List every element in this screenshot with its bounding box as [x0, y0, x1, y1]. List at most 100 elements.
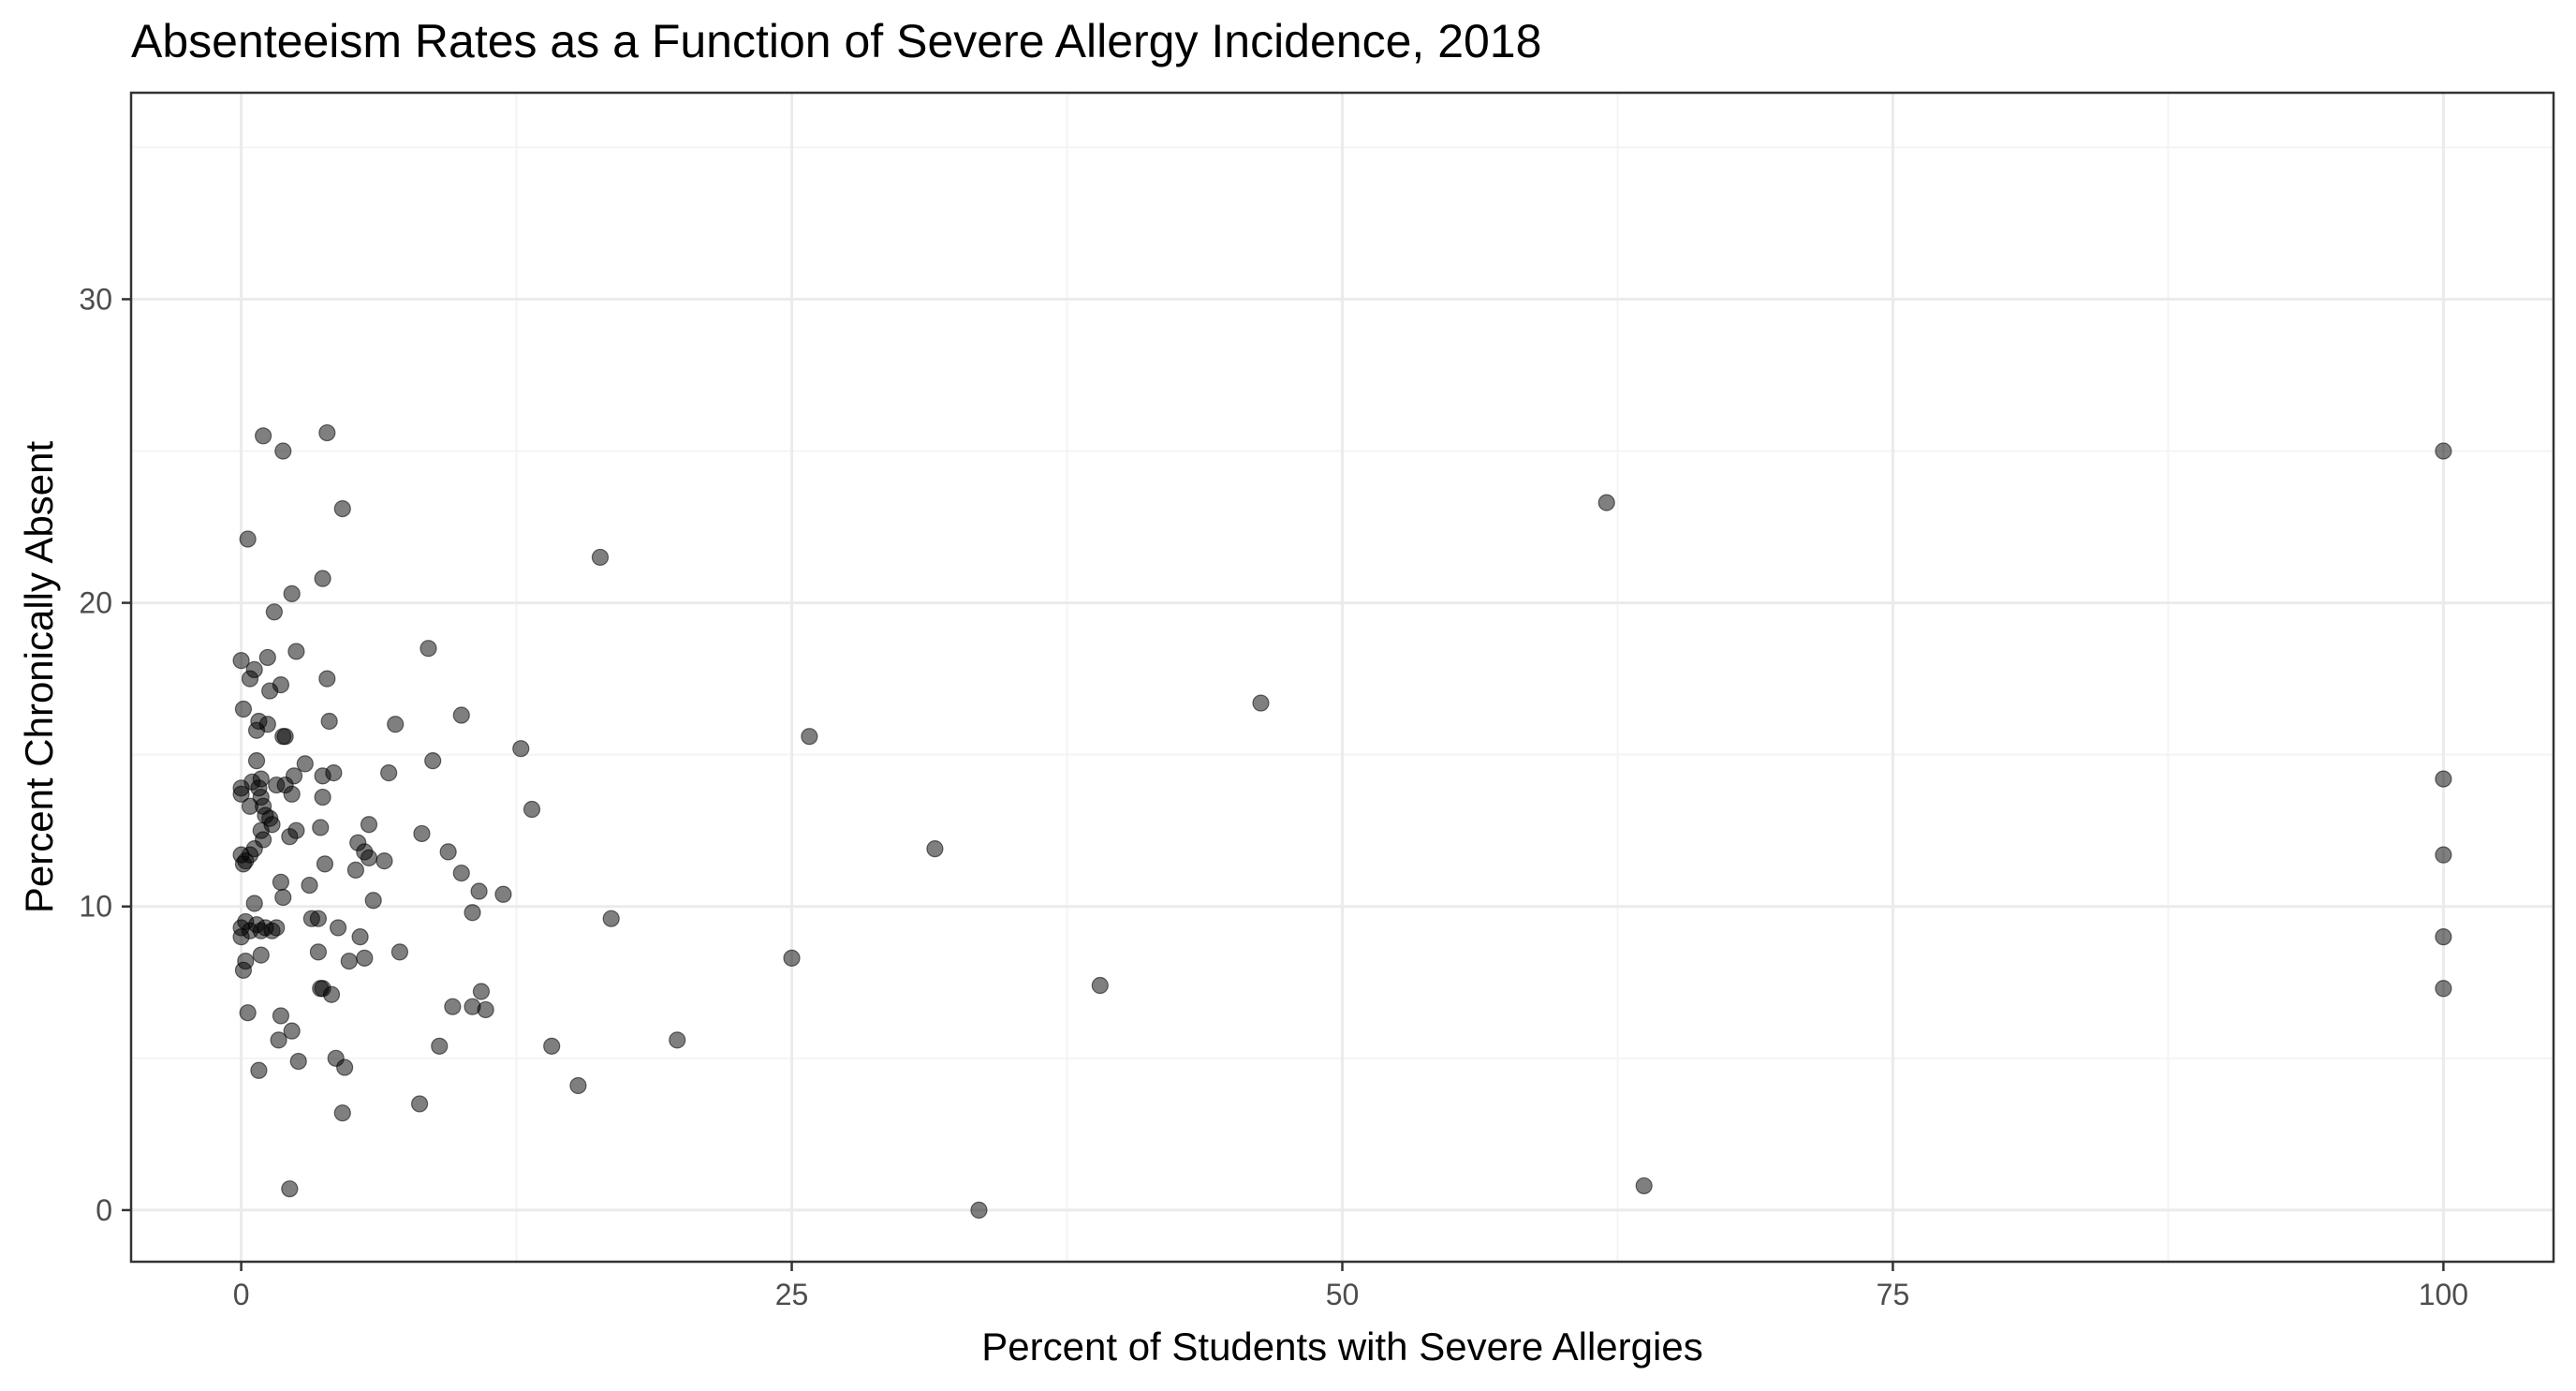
data-point — [322, 985, 341, 1003]
data-point — [283, 1022, 301, 1040]
data-point — [296, 755, 314, 773]
data-point — [464, 904, 481, 922]
x-tick-label: 100 — [2419, 1278, 2468, 1311]
data-point — [1597, 494, 1615, 511]
data-point — [364, 892, 382, 910]
data-point — [783, 949, 801, 967]
data-point — [472, 983, 491, 1000]
data-point — [272, 873, 290, 891]
data-point — [318, 423, 336, 442]
data-point — [2435, 846, 2452, 864]
data-point — [349, 834, 367, 851]
data-point — [234, 700, 253, 718]
data-point — [320, 712, 338, 731]
x-tick-label: 75 — [1877, 1278, 1910, 1311]
data-point — [239, 530, 257, 548]
data-point — [360, 816, 378, 834]
data-point — [926, 840, 944, 858]
data-point — [356, 949, 374, 967]
x-tick-label: 50 — [1326, 1278, 1360, 1311]
data-point — [329, 919, 347, 937]
data-point — [2435, 442, 2452, 460]
data-point — [312, 819, 330, 836]
data-point — [380, 764, 398, 782]
data-point — [314, 788, 331, 806]
data-point — [232, 652, 250, 670]
data-point — [1252, 694, 1270, 712]
data-point — [301, 876, 318, 895]
data-point — [234, 855, 253, 873]
data-point — [283, 585, 301, 602]
x-tick-label: 25 — [775, 1278, 809, 1311]
data-point — [444, 998, 462, 1015]
data-point — [452, 864, 470, 882]
data-point — [239, 1004, 257, 1022]
data-point — [390, 943, 409, 961]
y-axis: 0 10 20 30 — [79, 282, 131, 1227]
data-point — [420, 640, 437, 658]
data-point — [285, 767, 303, 785]
data-point — [439, 843, 457, 861]
x-tick-label: 0 — [233, 1278, 250, 1311]
data-point — [274, 888, 292, 907]
data-point — [1091, 976, 1109, 995]
data-point — [250, 1061, 268, 1079]
data-point — [591, 548, 610, 567]
data-point — [336, 1058, 354, 1076]
data-point — [543, 1037, 561, 1055]
data-point — [325, 764, 343, 782]
data-point — [2435, 928, 2452, 946]
data-point — [340, 952, 358, 970]
y-tick-label: 10 — [79, 890, 112, 924]
y-tick-label: 20 — [79, 586, 112, 620]
data-points — [232, 423, 2452, 1219]
data-point — [247, 721, 266, 739]
data-point — [258, 648, 276, 667]
data-point — [309, 943, 328, 961]
data-point — [333, 1104, 351, 1122]
data-point — [234, 961, 253, 979]
data-point — [387, 716, 405, 733]
data-point — [360, 849, 378, 866]
major-gridlines — [131, 93, 2554, 1262]
data-point — [281, 828, 299, 846]
data-point — [289, 1052, 307, 1071]
data-point — [318, 670, 336, 688]
x-axis-label: Percent of Students with Severe Allergie… — [981, 1324, 1702, 1369]
data-point — [245, 895, 263, 912]
data-point — [274, 442, 292, 460]
data-point — [413, 824, 431, 843]
data-point — [252, 946, 270, 964]
y-tick-label: 30 — [79, 282, 112, 316]
data-point — [276, 728, 294, 746]
data-point — [261, 682, 279, 700]
data-point — [272, 1007, 290, 1025]
data-point — [970, 1201, 988, 1219]
data-point — [410, 1095, 429, 1113]
data-point — [424, 752, 442, 770]
data-point — [232, 785, 250, 803]
data-point — [523, 800, 541, 819]
x-axis: 0 25 50 75 100 — [233, 1262, 2468, 1311]
data-point — [265, 603, 283, 621]
data-point — [2435, 980, 2452, 998]
data-point — [316, 855, 334, 873]
data-point — [314, 570, 331, 587]
data-point — [477, 1000, 494, 1019]
chart-title: Absenteeism Rates as a Function of Sever… — [131, 15, 1541, 67]
data-point — [255, 427, 272, 445]
data-point — [283, 785, 301, 803]
data-point — [241, 797, 259, 815]
data-point — [351, 928, 369, 946]
data-point — [333, 499, 351, 518]
y-axis-label: Percent Chronically Absent — [17, 441, 61, 914]
data-point — [375, 852, 393, 870]
data-point — [452, 706, 470, 724]
data-point — [494, 885, 512, 903]
data-point — [569, 1076, 587, 1095]
data-point — [669, 1031, 686, 1049]
data-point — [309, 910, 328, 927]
data-point — [801, 728, 818, 746]
data-point — [247, 752, 266, 770]
